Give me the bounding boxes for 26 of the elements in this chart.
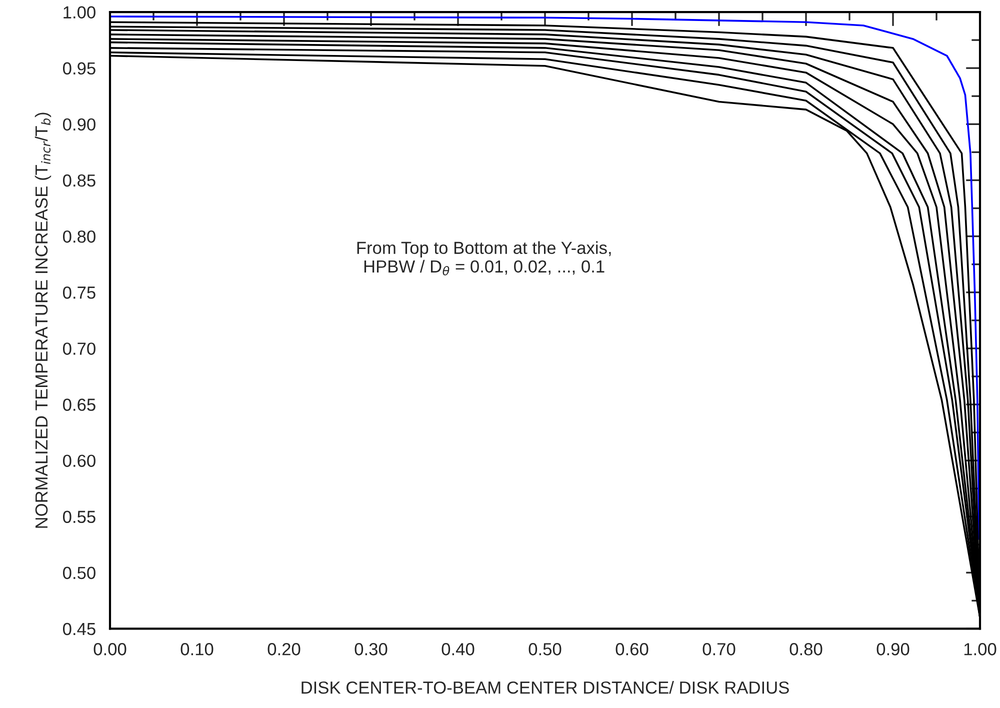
- y-tick-label: 0.65: [63, 398, 96, 411]
- annotation: From Top to Bottom at the Y-axis, HPBW / D$_{θ}$ = 0.01, 0.02, ..., 0.1: [357, 241, 611, 276]
- y-tick-label: 0.50: [63, 566, 96, 580]
- x-tick-label: 0.50: [528, 643, 562, 656]
- x-tick-label: 0.60: [616, 643, 648, 656]
- x-tick-label: 0.80: [790, 643, 822, 656]
- y-tick-label: 0.85: [63, 174, 96, 187]
- y-tick-label: 0.95: [63, 62, 96, 75]
- x-tick-label: 0.20: [268, 643, 300, 656]
- x-axis-title: DISK CENTER-TO-BEAM CENTER DISTANCE/ DISK RADIUS: [302, 681, 789, 694]
- y-tick-label: 0.80: [63, 230, 96, 243]
- y-tick-label: 0.60: [63, 454, 96, 467]
- x-tick-label: 0.10: [180, 643, 214, 656]
- x-tick-label: 0.00: [94, 643, 126, 656]
- x-tick-label: 0.30: [354, 643, 388, 656]
- y-tick-label: 0.75: [63, 286, 96, 299]
- x-tick-label: 0.90: [876, 643, 910, 656]
- y-tick-label: 1.00: [64, 6, 96, 18]
- y-tick-label: 0.45: [63, 622, 96, 636]
- x-tick-label: 0.70: [702, 643, 736, 656]
- y-tick-label: 0.55: [63, 510, 96, 524]
- y-tick-label: 0.70: [63, 342, 96, 355]
- y-tick-label: 0.90: [63, 118, 96, 131]
- x-tick-label: 0.40: [442, 643, 474, 656]
- x-tick-label: 1.00: [964, 643, 996, 656]
- y-axis-title: NORMALIZED TEMPERATURE INCREASE (T$_{incr}$/T$_{b}$): [34, 112, 52, 528]
